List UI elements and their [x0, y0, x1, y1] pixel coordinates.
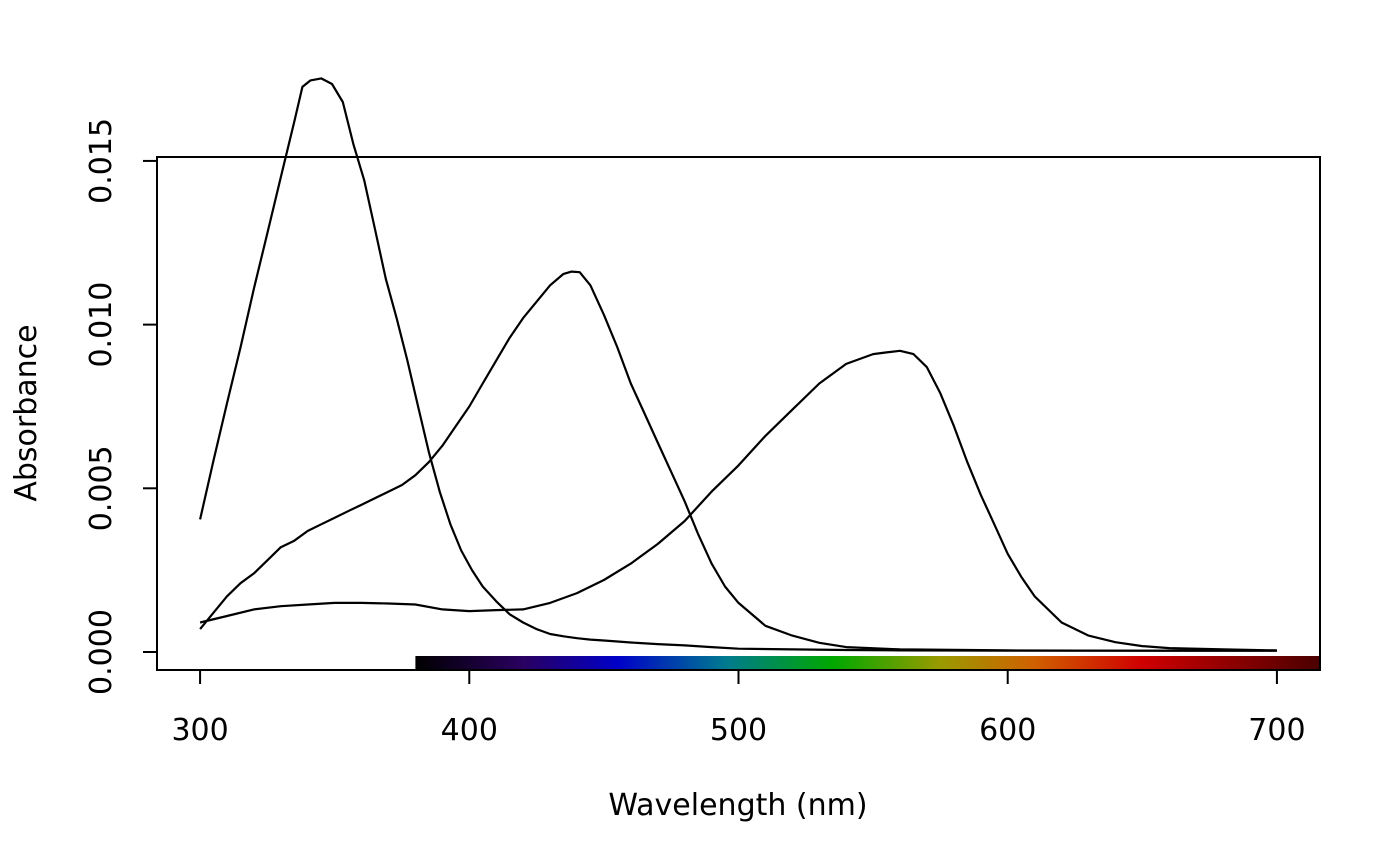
y-tick-label: 0.015 [84, 118, 119, 204]
x-tick-label: 300 [171, 713, 228, 748]
y-axis: 0.000 0.005 0.010 0.015 [84, 118, 158, 695]
x-tick-label: 400 [441, 713, 498, 748]
visible-spectrum-band [415, 656, 1320, 671]
absorbance-curve-1 [199, 77, 1277, 652]
y-tick-label: 0.005 [84, 445, 119, 531]
y-tick-label: 0.000 [84, 609, 119, 695]
curves-layer [199, 77, 1277, 652]
absorbance-curve-3 [199, 349, 1277, 652]
y-tick-label: 0.010 [84, 282, 119, 368]
y-axis-title: Absorbance [9, 324, 44, 501]
x-tick-label: 600 [979, 713, 1036, 748]
x-tick-label: 700 [1248, 713, 1305, 748]
absorbance-curve-2 [199, 270, 1277, 652]
x-axis: 300 400 500 600 700 [171, 669, 1306, 748]
x-tick-label: 500 [710, 713, 767, 748]
x-axis-title: Wavelength (nm) [608, 788, 867, 823]
